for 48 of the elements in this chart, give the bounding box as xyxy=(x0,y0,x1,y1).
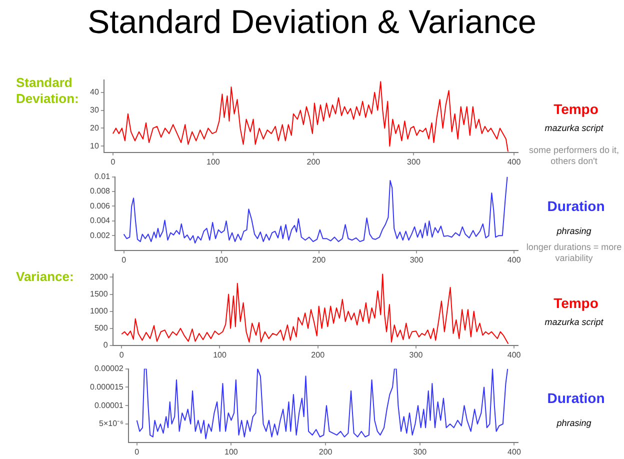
text: Tempo xyxy=(552,295,600,311)
x-tick-label: 0 xyxy=(134,447,140,456)
y-tick-label: 0.004 xyxy=(90,216,111,226)
y-tick-label: 0.008 xyxy=(90,186,111,196)
chart-title: Standard Deviation & Variance xyxy=(86,3,538,41)
text: longer durations = more variability xyxy=(525,242,623,264)
text: mazurka script xyxy=(544,123,604,134)
y-tick-label: 0 xyxy=(103,340,108,350)
x-tick-label: 400 xyxy=(507,255,522,264)
y-tick-label: 1500 xyxy=(90,289,108,298)
y-tick-label: 2000 xyxy=(90,272,108,282)
x-tick-label: 300 xyxy=(410,255,424,264)
text: phrasing xyxy=(556,226,592,237)
x-tick-label: 300 xyxy=(409,350,424,360)
text: Duration xyxy=(546,198,606,214)
x-tick-label: 200 xyxy=(318,447,333,456)
y-axis-title: Standard Deviation: xyxy=(16,75,79,106)
x-tick-label: 200 xyxy=(312,255,326,264)
y-tick-label: 40 xyxy=(90,88,100,97)
y-tick-label: 0.002 xyxy=(90,230,111,240)
y-tick-label: 0.00002 xyxy=(94,364,124,374)
x-tick-label: 200 xyxy=(306,157,321,166)
x-tick-label: 100 xyxy=(206,157,220,166)
y-tick-label: 0.000015 xyxy=(90,382,124,392)
x-tick-label: 300 xyxy=(413,447,428,456)
text: phrasing xyxy=(556,418,592,429)
y-tick-label: 30 xyxy=(90,105,100,114)
y-axis-title: Variance: xyxy=(16,269,74,284)
y-tick-label: 0.006 xyxy=(90,201,111,210)
text: mazurka script xyxy=(544,317,604,328)
x-tick-label: 400 xyxy=(508,447,522,456)
x-tick-label: 100 xyxy=(213,350,227,360)
y-tick-label: 500 xyxy=(94,324,108,333)
x-tick-label: 200 xyxy=(311,350,326,360)
y-tick-label: 1000 xyxy=(90,306,108,316)
y-tick-label: 0.01 xyxy=(94,172,111,182)
x-tick-label: 400 xyxy=(507,350,522,360)
y-tick-label: 5×10⁻⁶ xyxy=(99,419,124,428)
text: Tempo xyxy=(552,101,600,117)
x-tick-label: 100 xyxy=(214,255,229,264)
x-tick-label: 300 xyxy=(407,157,421,166)
y-tick-label: 0.00001 xyxy=(94,400,124,410)
text: Duration xyxy=(546,390,606,406)
text: some performers do it, others don't xyxy=(528,145,620,167)
x-tick-label: 100 xyxy=(224,447,238,456)
y-tick-label: 10 xyxy=(90,141,100,150)
y-tick-label: 20 xyxy=(90,123,100,132)
x-tick-label: 400 xyxy=(507,157,522,166)
